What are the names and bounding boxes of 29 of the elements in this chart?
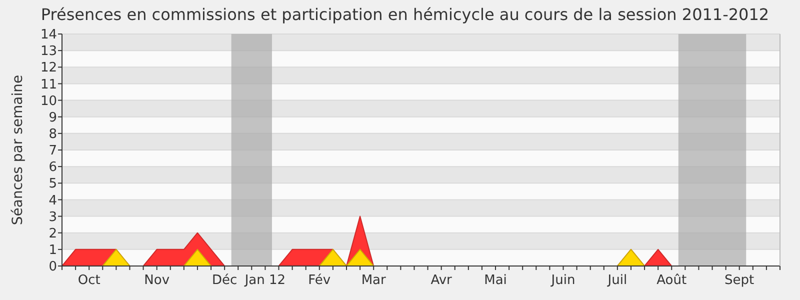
x-tick-label: Mar — [361, 273, 386, 288]
x-tick-label: Nov — [144, 273, 170, 288]
x-tick-label: Juin — [550, 273, 576, 288]
y-tick-label: 2 — [48, 226, 57, 242]
x-tick-label: Juil — [606, 273, 628, 288]
y-tick-label: 14 — [40, 28, 57, 43]
y-tick-label: 10 — [40, 94, 57, 109]
y-tick-label: 3 — [48, 210, 57, 225]
y-tick-label: 11 — [40, 77, 57, 92]
x-tick-label: Sept — [724, 273, 754, 288]
y-tick-label: 6 — [48, 160, 57, 176]
y-tick-label: 7 — [48, 144, 57, 159]
y-tick-label: 1 — [48, 242, 57, 258]
y-tick-label: 4 — [48, 193, 57, 208]
x-tick-label: Oct — [78, 273, 100, 288]
x-tick-label: Jan 12 — [244, 273, 286, 288]
x-tick-label: Mai — [484, 273, 507, 288]
y-tick-label: 8 — [48, 126, 57, 142]
x-tick-label: Avr — [430, 273, 453, 288]
chart-title: Présences en commissions et participation en hémicycle au cours de la session 2011-2012 — [40, 5, 770, 24]
x-tick-label: Août — [656, 273, 687, 288]
y-axis-title: Séances par semaine — [10, 74, 26, 226]
y-tick-label: 9 — [48, 110, 57, 126]
y-tick-label: 12 — [40, 60, 57, 76]
y-tick-label: 0 — [48, 260, 57, 275]
y-tick-label: 13 — [40, 44, 57, 60]
y-tick-label: 5 — [48, 176, 57, 192]
x-tick-label: Déc — [212, 273, 238, 288]
x-tick-label: Fév — [308, 273, 331, 288]
